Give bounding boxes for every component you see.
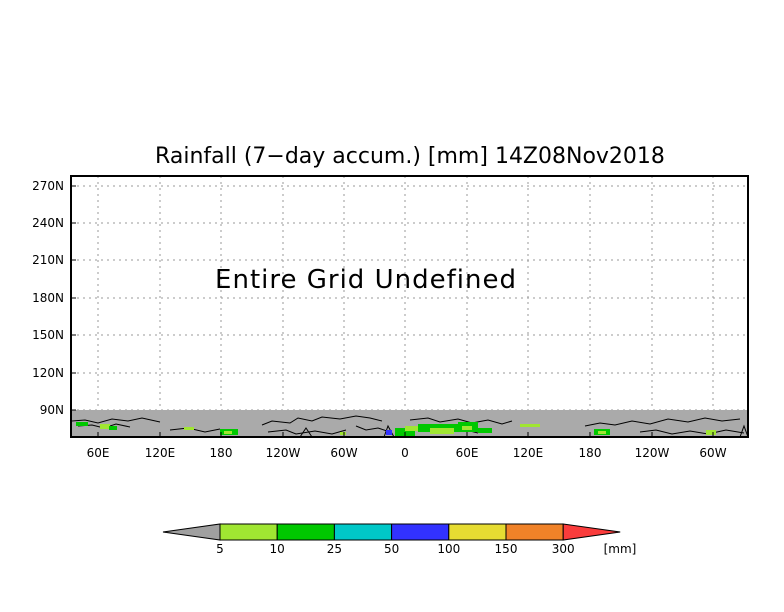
colorbar-label: 5 xyxy=(216,542,224,556)
x-tick-label: 60E xyxy=(456,446,479,460)
x-tick-label: 180 xyxy=(210,446,233,460)
plot-area xyxy=(70,175,749,438)
colorbar-over-triangle xyxy=(562,523,621,541)
x-tick-label: 0 xyxy=(401,446,409,460)
y-tick-label: 120N xyxy=(32,366,64,380)
x-tick-label: 120E xyxy=(145,446,176,460)
map-title: Rainfall (7−day accum.) [mm] 14Z08Nov201… xyxy=(155,144,665,169)
plot-background xyxy=(71,176,748,437)
y-tick-label: 90N xyxy=(40,403,64,417)
colorbar-segment xyxy=(391,523,450,541)
x-axis-ticks: 60E 120E 180 120W 60W 0 60E 120E 180 120W 60W xyxy=(87,432,727,460)
y-axis-ticks: 270N 240N 210N 180N 150N 120N 90N xyxy=(32,179,76,417)
colorbar-label: 300 xyxy=(552,542,575,556)
plot-frame xyxy=(70,175,749,438)
undefined-grid-message: Entire Grid Undefined xyxy=(215,265,517,295)
x-tick-label: 60W xyxy=(699,446,726,460)
colorbar-segment xyxy=(219,523,278,541)
colorbar-label: 100 xyxy=(437,542,460,556)
x-tick-label: 120E xyxy=(513,446,544,460)
y-tick-label: 240N xyxy=(32,216,64,230)
x-tick-label: 120W xyxy=(266,446,301,460)
y-tick-label: 210N xyxy=(32,253,64,267)
colorbar-unit: [mm] xyxy=(604,542,637,556)
x-tick-label: 60W xyxy=(330,446,357,460)
colorbar-label: 150 xyxy=(495,542,518,556)
y-tick-label: 180N xyxy=(32,291,64,305)
x-tick-label: 60E xyxy=(87,446,110,460)
colorbar: 5 10 25 50 100 150 300 [mm] xyxy=(162,523,637,556)
colorbar-label: 10 xyxy=(270,542,285,556)
colorbar-under-triangle xyxy=(162,523,221,541)
colorbar-label: 25 xyxy=(327,542,342,556)
y-tick-label: 150N xyxy=(32,328,64,342)
colorbar-segment xyxy=(333,523,393,541)
colorbar-segment xyxy=(448,523,507,541)
colorbar-label: 50 xyxy=(384,542,399,556)
x-tick-label: 180 xyxy=(579,446,602,460)
colorbar-segment xyxy=(505,523,564,541)
colorbar-segment xyxy=(276,523,335,541)
x-tick-label: 120W xyxy=(635,446,670,460)
y-tick-label: 270N xyxy=(32,179,64,193)
